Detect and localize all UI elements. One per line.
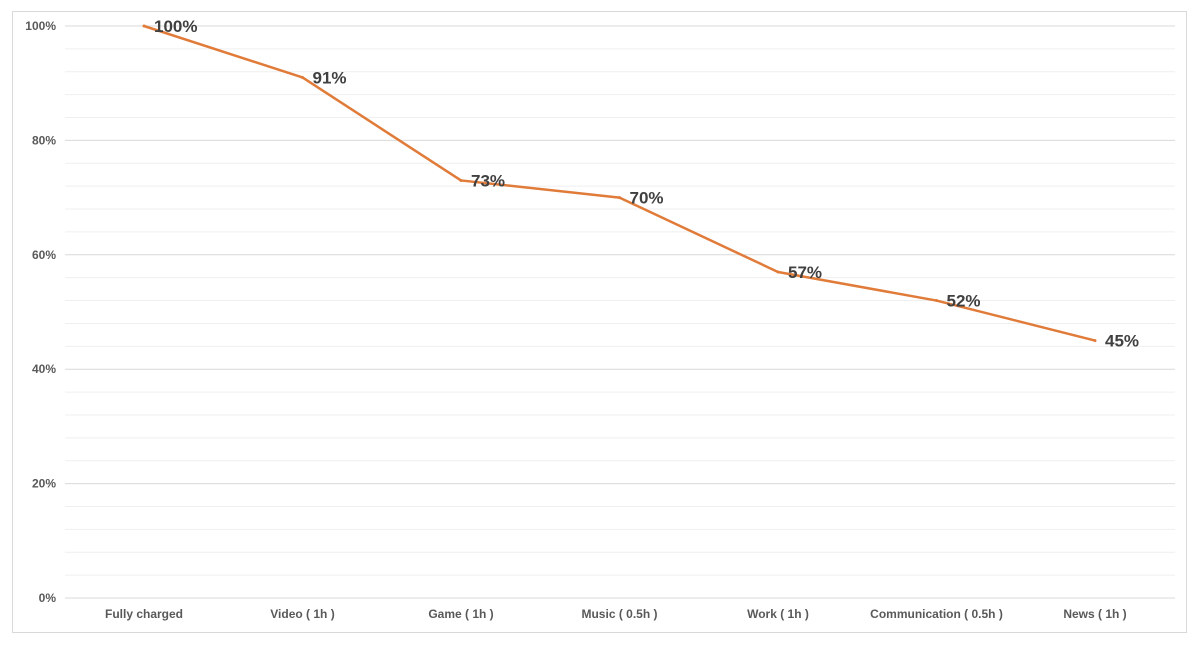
data-point <box>142 24 146 28</box>
y-tick-label: 100% <box>25 19 56 33</box>
data-label: 57% <box>788 263 822 282</box>
y-tick-label: 40% <box>32 362 56 376</box>
data-label: 73% <box>471 171 505 190</box>
data-label: 91% <box>313 68 347 87</box>
data-label: 52% <box>947 292 981 311</box>
data-label: 100% <box>154 17 197 36</box>
data-point <box>301 75 304 79</box>
x-tick-label: Communication ( 0.5h ) <box>870 607 1003 621</box>
data-point <box>1093 339 1097 343</box>
grid <box>65 25 1175 599</box>
x-tick-label: Fully charged <box>105 607 183 621</box>
y-axis-ticks: 0% 20% 40% 60% 80% 100% <box>25 19 56 605</box>
y-tick-label: 60% <box>32 248 56 262</box>
data-label: 45% <box>1105 332 1139 351</box>
data-point <box>618 196 621 200</box>
x-tick-label: News ( 1h ) <box>1063 607 1126 621</box>
data-point <box>459 178 463 182</box>
y-tick-label: 0% <box>39 591 57 605</box>
x-tick-label: Work ( 1h ) <box>747 607 809 621</box>
series-points <box>142 24 1097 343</box>
x-tick-label: Game ( 1h ) <box>428 607 493 621</box>
data-point <box>776 270 780 274</box>
x-axis-ticks: Fully charged Video ( 1h ) Game ( 1h ) Musi… <box>105 607 1127 621</box>
x-tick-label: Music ( 0.5h ) <box>581 607 657 621</box>
x-tick-label: Video ( 1h ) <box>270 607 334 621</box>
data-point <box>935 299 938 303</box>
y-tick-label: 20% <box>32 477 56 491</box>
data-labels: 100% 91% 73% 70% 57% 52% 45% <box>154 17 1139 351</box>
data-label: 70% <box>630 189 664 208</box>
y-tick-label: 80% <box>32 133 56 147</box>
